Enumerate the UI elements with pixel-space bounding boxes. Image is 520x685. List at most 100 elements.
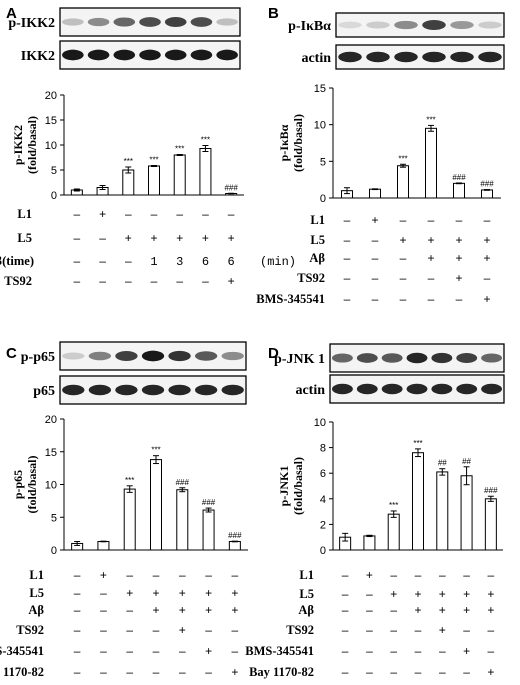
condition-label: BMS-345541 xyxy=(245,644,314,658)
bar xyxy=(453,182,465,199)
condition-sign: – xyxy=(415,644,422,658)
condition-row: Bay 1170-82 – – – – – – + xyxy=(0,665,238,679)
panel-letter: D xyxy=(268,345,279,362)
blot-band xyxy=(450,51,474,63)
condition-sign: + xyxy=(202,231,209,245)
y-tick-label: 15 xyxy=(45,115,57,127)
blot-band xyxy=(331,353,353,363)
blot-band xyxy=(221,351,244,361)
condition-sign: – xyxy=(232,568,239,582)
condition-sign: – xyxy=(488,644,495,658)
significance-mark: *** xyxy=(151,446,160,455)
y-axis-label-line: (fold/basal) xyxy=(291,457,305,515)
condition-sign: – xyxy=(100,623,107,637)
y-axis-label-line: (fold/basal) xyxy=(25,455,39,513)
condition-sign: – xyxy=(126,603,133,617)
condition-sign: + xyxy=(205,603,212,617)
condition-sign: + xyxy=(231,586,238,600)
condition-sign: + xyxy=(463,587,470,601)
significance-mark: *** xyxy=(398,154,407,163)
y-axis-label-line: p-IκBα xyxy=(277,124,291,161)
condition-sign: – xyxy=(74,568,81,582)
condition-sign: – xyxy=(153,623,160,637)
blot-band xyxy=(431,352,453,364)
condition-label: TS92 xyxy=(286,623,314,637)
condition-label: L1 xyxy=(310,213,325,227)
condition-sign: – xyxy=(344,213,351,227)
bar xyxy=(173,154,186,196)
y-tick-label: 20 xyxy=(45,414,57,426)
condition-sign: + xyxy=(439,603,446,617)
condition-label: L1 xyxy=(299,568,314,582)
y-tick-label: 0 xyxy=(51,545,57,557)
blot-strip: p-p65 xyxy=(21,341,247,371)
blot-band xyxy=(164,49,187,61)
bar xyxy=(228,540,241,551)
condition-sign: + xyxy=(439,587,446,601)
condition-label: BMS-345541 xyxy=(0,644,44,658)
condition-sign: + xyxy=(150,231,157,245)
bar xyxy=(387,513,400,551)
condition-sign: 6 xyxy=(202,255,209,269)
condition-sign: – xyxy=(390,665,397,679)
condition-sign: – xyxy=(74,274,81,288)
condition-sign: – xyxy=(372,292,379,306)
condition-sign: + xyxy=(487,603,494,617)
significance-mark: ### xyxy=(202,498,216,507)
condition-row: TS92 – – – – – – + xyxy=(4,274,234,288)
condition-sign: – xyxy=(342,568,349,582)
condition-sign: – xyxy=(344,292,351,306)
condition-sign: – xyxy=(456,213,463,227)
condition-label: L1 xyxy=(17,207,32,221)
bar xyxy=(97,540,110,551)
condition-sign: + xyxy=(414,603,421,617)
condition-sign: – xyxy=(125,207,132,221)
condition-sign: + xyxy=(152,586,159,600)
condition-sign: – xyxy=(415,623,422,637)
y-tick-label: 2 xyxy=(320,519,326,531)
blot-band xyxy=(115,384,138,396)
blot-band xyxy=(431,383,453,395)
condition-sign: + xyxy=(371,213,378,227)
condition-sign: – xyxy=(400,251,407,265)
condition-sign: – xyxy=(179,644,186,658)
blot-band xyxy=(406,352,428,364)
y-axis-label-line: p-IKK2 xyxy=(11,125,25,165)
condition-sign: – xyxy=(153,644,160,658)
condition-sign: – xyxy=(153,665,160,679)
significance-mark: ### xyxy=(176,478,190,487)
condition-sign: + xyxy=(427,233,434,247)
condition-sign: + xyxy=(205,644,212,658)
blot-band xyxy=(478,51,502,63)
blot-band xyxy=(221,384,244,396)
blot-strip: p-JNK 1 xyxy=(274,343,505,373)
condition-row: L5 – – + + + + xyxy=(310,233,490,247)
blot-band xyxy=(168,350,191,362)
significance-mark: ### xyxy=(452,173,466,182)
blot-band xyxy=(88,351,112,361)
condition-label: L1 xyxy=(29,568,44,582)
blot-band xyxy=(456,353,478,363)
blot-band xyxy=(394,20,418,30)
condition-sign: – xyxy=(125,254,132,268)
condition-sign: – xyxy=(99,231,106,245)
condition-sign: + xyxy=(487,665,494,679)
condition-sign: + xyxy=(483,292,490,306)
blot-band xyxy=(164,17,187,27)
condition-sign: + xyxy=(100,568,107,582)
significance-mark: ### xyxy=(484,486,498,495)
condition-sign: – xyxy=(232,623,239,637)
condition-sign: + xyxy=(483,251,490,265)
condition-sign: – xyxy=(488,568,495,582)
condition-sign: + xyxy=(152,603,159,617)
condition-sign: – xyxy=(366,644,373,658)
blot-frame xyxy=(335,44,505,70)
condition-sign: – xyxy=(126,665,133,679)
condition-sign: – xyxy=(176,274,183,288)
condition-sign: + xyxy=(427,251,434,265)
condition-sign: + xyxy=(366,568,373,582)
blot-band xyxy=(331,383,353,395)
blot-band xyxy=(141,350,165,362)
condition-sign: – xyxy=(100,665,107,679)
condition-sign: – xyxy=(488,623,495,637)
